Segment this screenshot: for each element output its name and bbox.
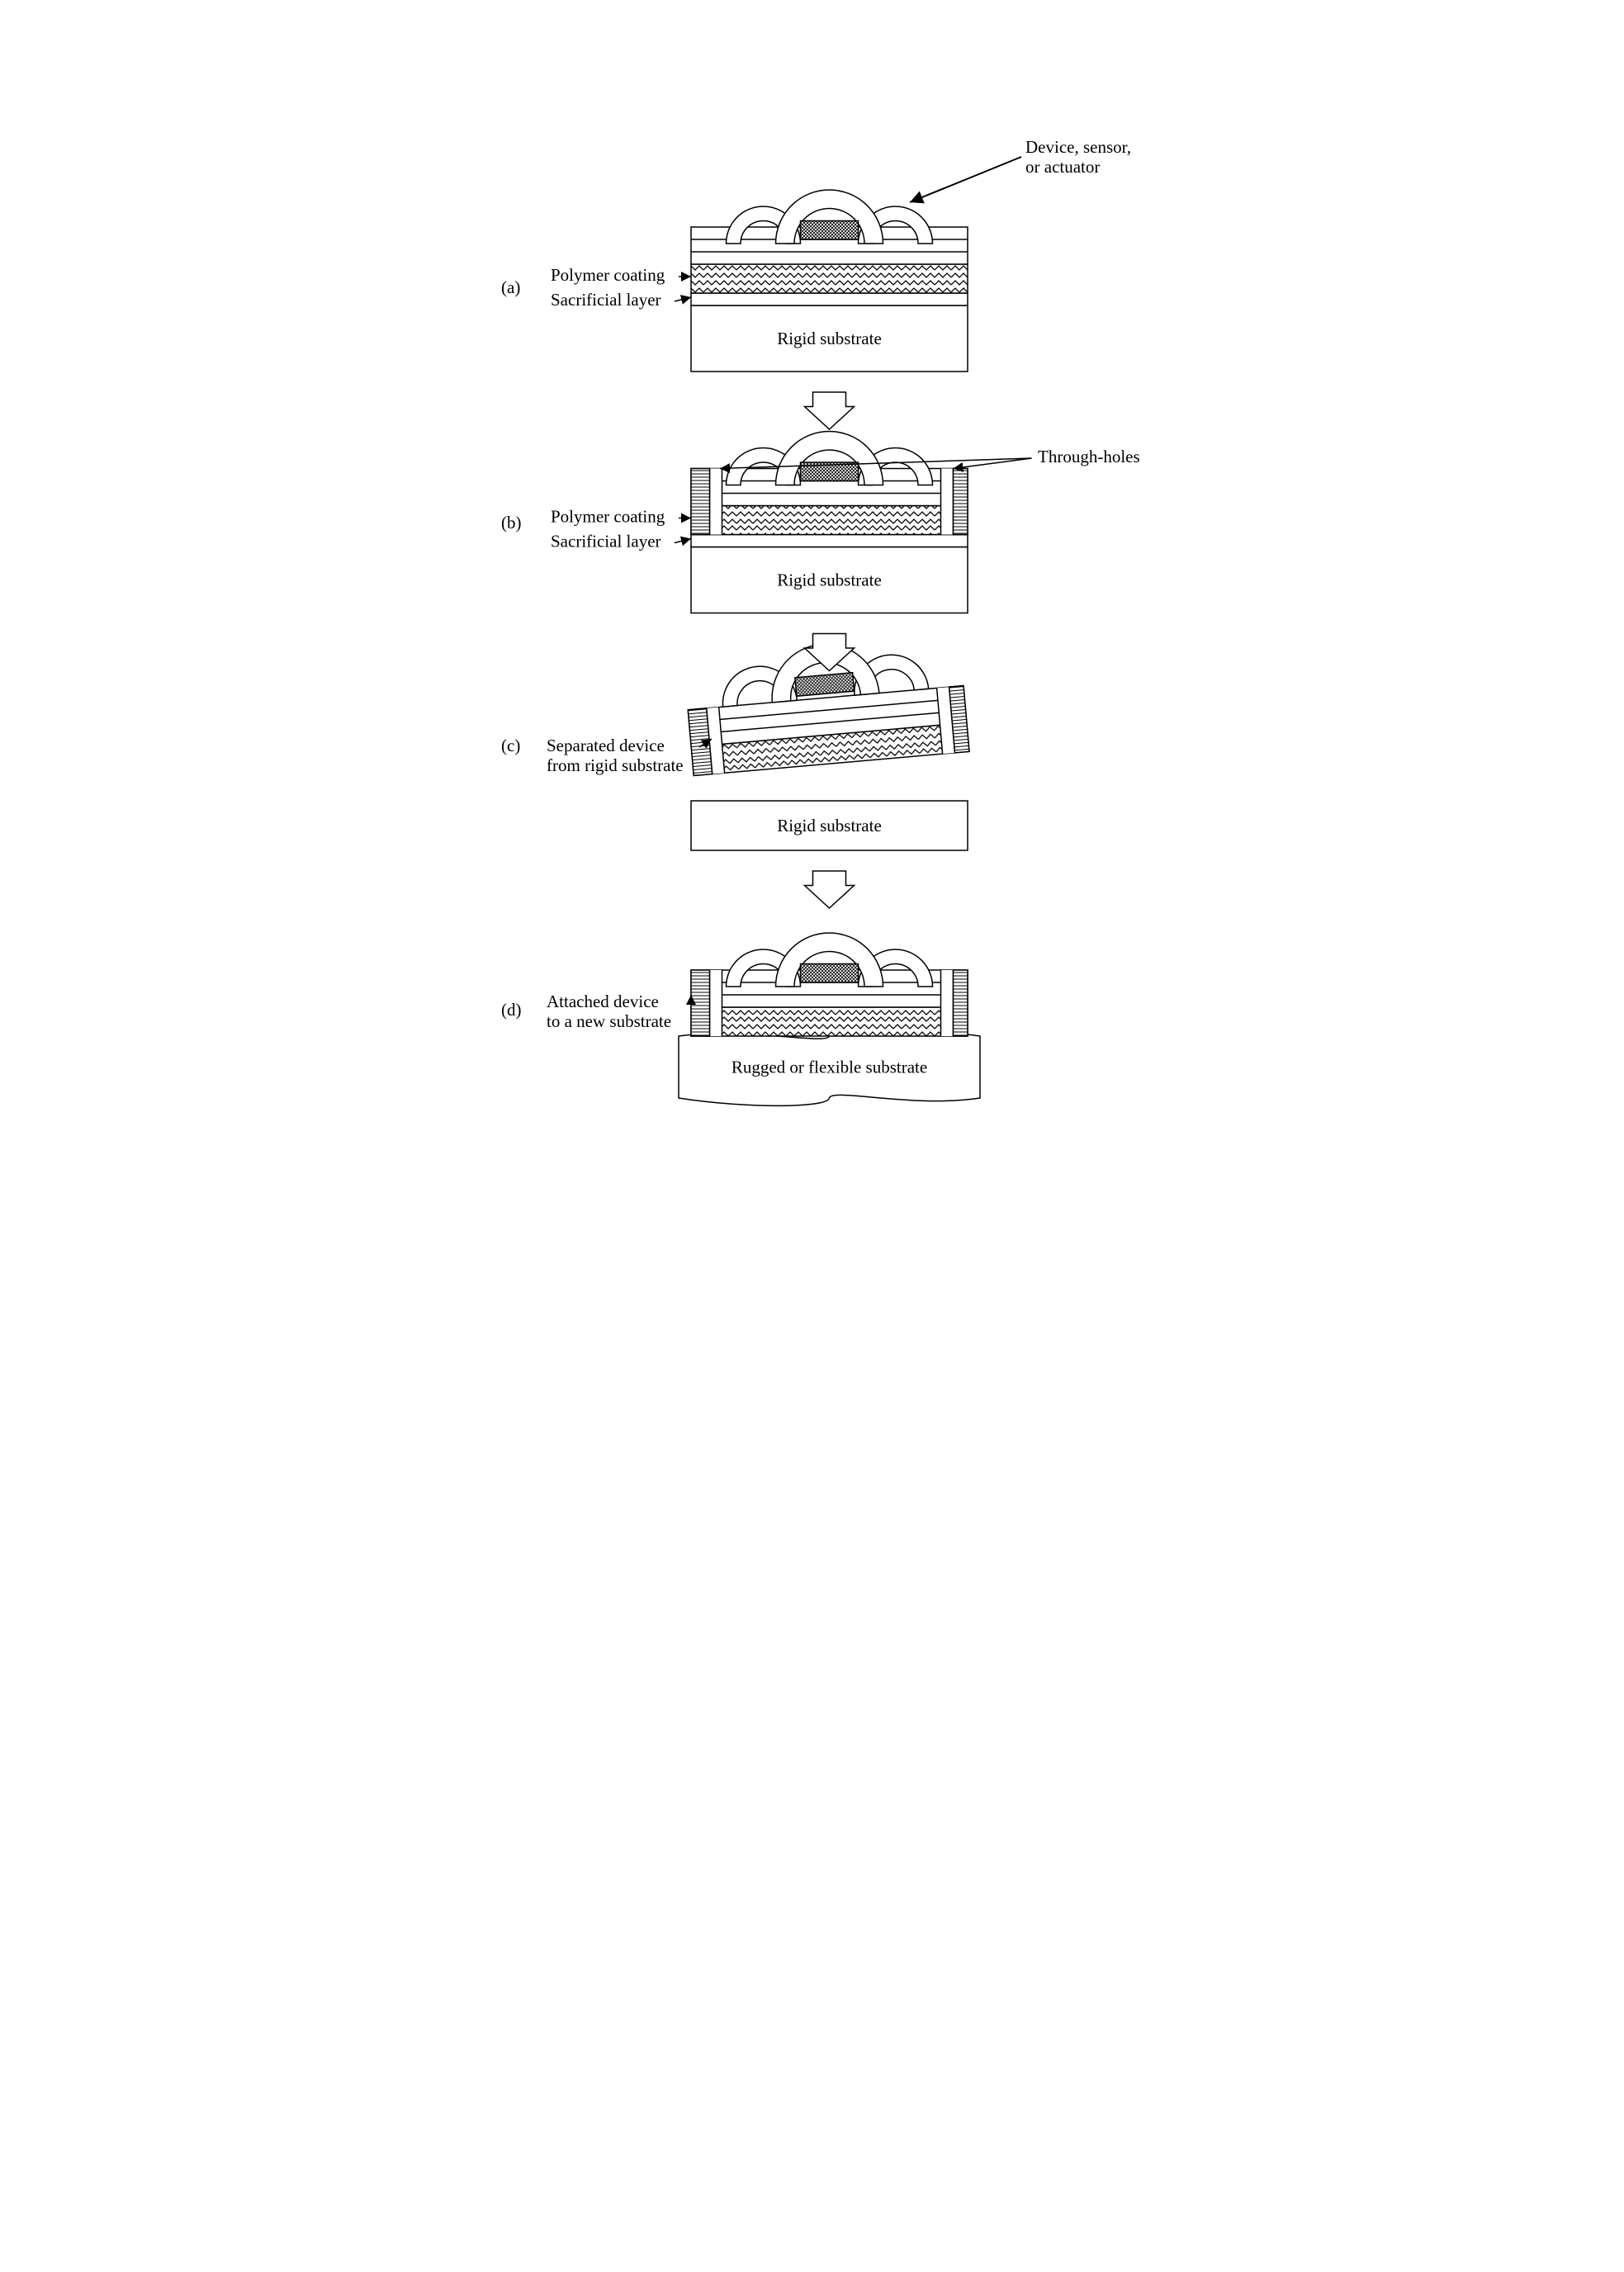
	[709, 970, 722, 1036]
polymer-layer	[691, 506, 968, 535]
flow-arrow	[804, 871, 854, 908]
edge-stripe	[691, 469, 710, 535]
polymer-label: Polymer coating	[551, 507, 665, 527]
device-label: Device, sensor,or actuator	[1025, 137, 1131, 177]
polymer-layer	[691, 1007, 968, 1036]
device-core	[800, 221, 858, 240]
sacrificial-label: Sacrificial layer	[551, 532, 661, 551]
panel-letter: (a)	[501, 277, 520, 297]
flow-arrow	[804, 392, 854, 429]
sacrificial-layer	[691, 535, 968, 547]
panel-b: Rigid substrate Polymer coating Sacrificia…	[501, 432, 1140, 613]
edge-stripe	[953, 970, 968, 1036]
sacrificial-layer	[691, 293, 968, 305]
polymer-layer	[691, 264, 968, 293]
through-holes-label: Through-holes	[1038, 447, 1140, 466]
rigid-substrate-label: Rigid substrate	[777, 816, 882, 835]
panel-letter: (b)	[501, 513, 522, 532]
edge-stripe	[691, 970, 710, 1036]
rugged-substrate-label: Rugged or flexible substrate	[732, 1058, 927, 1077]
	[709, 469, 722, 535]
	[940, 469, 953, 535]
device-core	[800, 964, 858, 983]
rigid-substrate-label: Rigid substrate	[777, 329, 882, 348]
panel-a: Rigid substrate Polymer coating Sacrificia…	[501, 137, 1131, 372]
panel-c: Rigid substrate Separated devicefrom rigi…	[501, 632, 969, 850]
panel-letter: (d)	[501, 1000, 522, 1020]
edge-stripe	[953, 469, 968, 535]
separated-label: Separated devicefrom rigid substrate	[547, 736, 684, 775]
device-core	[795, 673, 855, 697]
panel-letter: (c)	[501, 736, 520, 755]
polymer-label: Polymer coating	[551, 265, 665, 285]
	[940, 970, 953, 1036]
panel-d: Rugged or flexible substrate Attached dev…	[501, 933, 980, 1105]
rigid-substrate-label: Rigid substrate	[777, 570, 882, 590]
attached-label: Attached deviceto a new substrate	[547, 992, 671, 1031]
sacrificial-label: Sacrificial layer	[551, 290, 661, 310]
diagram-root: Rigid substrate Polymer coating Sacrificia…	[406, 33, 1219, 1169]
